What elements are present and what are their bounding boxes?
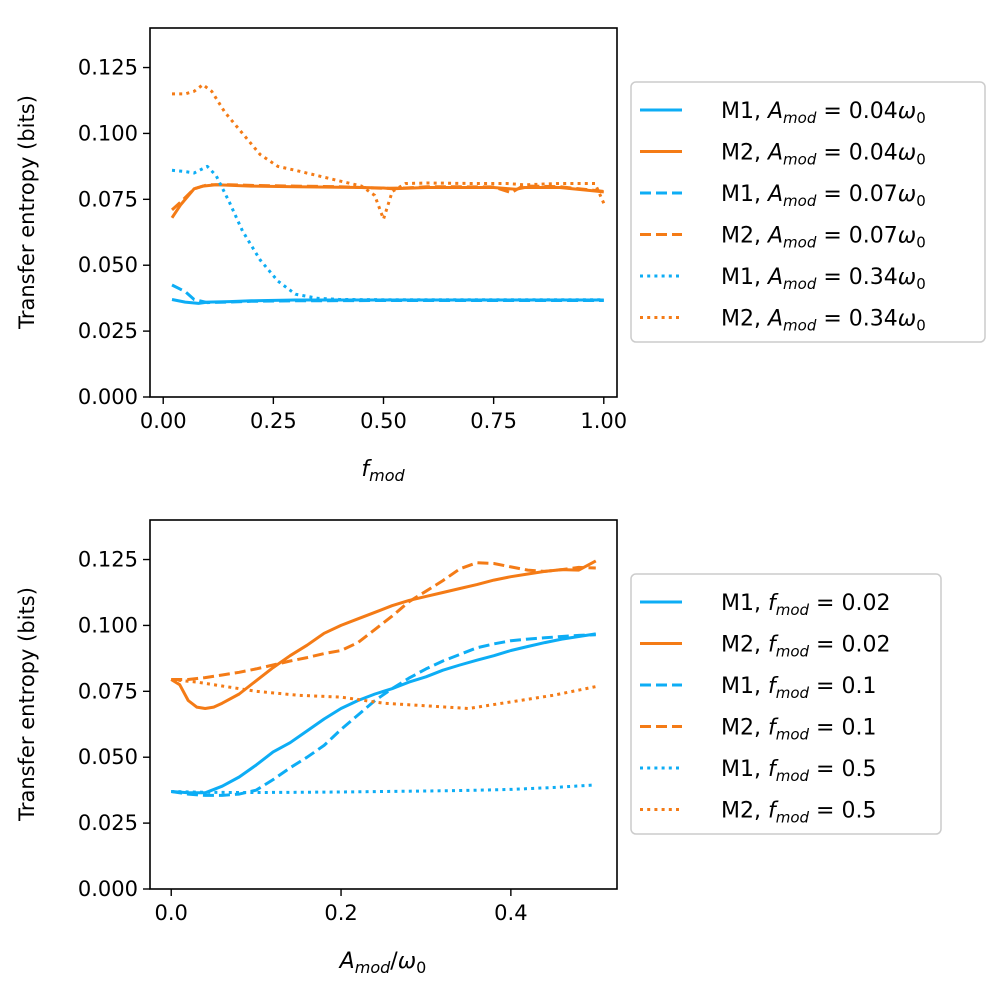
- bottom-y-tick-label: 0.025: [78, 811, 138, 835]
- top-y-tick-label: 0.000: [78, 385, 138, 409]
- top-y-tick-label: 0.100: [78, 121, 138, 145]
- top-legend-entry: M1, Amod = 0.04ω0: [640, 99, 926, 127]
- bottom-legend-frame: [630, 573, 942, 835]
- top-axis-ticks: 0.00 0.25 0.50 0.75 1.00 0.000 0.025 0.050 0.075…: [78, 56, 627, 433]
- top-legend-entry: M1, Amod = 0.07ω0: [640, 182, 926, 210]
- top-x-axis-label: fmod: [361, 457, 405, 485]
- top-series-m2-solid: [170, 183, 604, 219]
- bottom-legend: M1, fmod = 0.02 M2, fmod = 0.02 M1, fmod =…: [630, 573, 942, 835]
- top-legend: M1, Amod = 0.04ω0 M2, Amod = 0.04ω0 M1, Am…: [630, 81, 986, 343]
- bottom-series-m2-dashed: [171, 561, 596, 681]
- bottom-legend-label: M1, fmod = 0.02: [721, 591, 890, 619]
- top-series-m2-dashed: [170, 183, 604, 212]
- top-legend-entry: M1, Amod = 0.34ω0: [640, 265, 926, 293]
- top-series-m2-dotted: [172, 83, 606, 221]
- top-y-tick-label: 0.125: [78, 56, 138, 80]
- top-legend-label: M1, Amod = 0.04ω0: [721, 99, 926, 127]
- top-y-tick-label: 0.075: [78, 187, 138, 211]
- top-x-tick-label: 0.50: [360, 409, 407, 433]
- top-legend-label: M2, Amod = 0.04ω0: [721, 141, 926, 169]
- top-y-tick-label: 0.025: [78, 319, 138, 343]
- top-axes-frame: [149, 27, 618, 398]
- top-series-m1-dashed: [171, 283, 604, 305]
- bottom-legend-label: M2, fmod = 0.1: [721, 716, 876, 744]
- bottom-y-axis-label: Transfer entropy (bits): [15, 587, 39, 822]
- top-legend-label: M1, Amod = 0.07ω0: [721, 182, 926, 210]
- top-panel: 0.00 0.25 0.50 0.75 1.00 0.000 0.025 0.050 0.075…: [15, 27, 986, 485]
- top-legend-label: M2, Amod = 0.07ω0: [721, 224, 926, 252]
- top-legend-entry: M2, Amod = 0.34ω0: [640, 307, 926, 335]
- top-x-tick-label: 0.00: [140, 409, 187, 433]
- bottom-legend-entry: M2, fmod = 0.02: [640, 633, 890, 661]
- bottom-axis-ticks: 0.0 0.2 0.4 0.000 0.025 0.050 0.075 0.100 0.125: [78, 548, 528, 925]
- top-x-tick-label: 0.75: [470, 409, 517, 433]
- bottom-series-m2-solid: [170, 559, 597, 710]
- bottom-x-tick-label: 0.0: [155, 901, 188, 925]
- top-legend-frame: [630, 81, 986, 343]
- bottom-legend-label: M2, fmod = 0.02: [721, 633, 890, 661]
- bottom-legend-entry: M1, fmod = 0.5: [640, 757, 876, 785]
- top-legend-entry: M2, Amod = 0.07ω0: [640, 224, 926, 252]
- bottom-x-tick-label: 0.2: [324, 901, 357, 925]
- top-legend-entries: M1, Amod = 0.04ω0 M2, Amod = 0.04ω0 M1, Am…: [640, 99, 926, 335]
- top-x-tick-label: 1.00: [580, 409, 627, 433]
- bottom-y-tick-label: 0.050: [78, 745, 138, 769]
- bottom-axes-frame: [149, 519, 618, 890]
- top-y-axis-label: Transfer entropy (bits): [15, 95, 39, 330]
- bottom-y-tick-label: 0.075: [78, 679, 138, 703]
- bottom-series-m1-dotted: [171, 783, 596, 794]
- bottom-x-axis-label: Amod/ω0: [338, 949, 427, 977]
- bottom-legend-label: M1, fmod = 0.1: [721, 674, 876, 702]
- top-plot-lines: [170, 83, 606, 305]
- bottom-y-tick-label: 0.125: [78, 548, 138, 572]
- top-x-tick-label: 0.25: [250, 409, 297, 433]
- bottom-legend-entry: M1, fmod = 0.1: [640, 674, 876, 702]
- bottom-series-m1-solid: [171, 632, 597, 795]
- bottom-y-tick-label: 0.100: [78, 613, 138, 637]
- bottom-x-tick-label: 0.4: [494, 901, 527, 925]
- bottom-legend-label: M1, fmod = 0.5: [721, 757, 876, 785]
- top-series-m1-dotted: [171, 164, 604, 302]
- bottom-series-m1-dashed: [170, 633, 596, 797]
- top-legend-entry: M2, Amod = 0.04ω0: [640, 141, 926, 169]
- bottom-plot-lines: [170, 559, 597, 797]
- bottom-legend-entry: M2, fmod = 0.1: [640, 716, 876, 744]
- bottom-y-tick-label: 0.000: [78, 877, 138, 901]
- top-legend-label: M1, Amod = 0.34ω0: [721, 265, 926, 293]
- top-legend-label: M2, Amod = 0.34ω0: [721, 307, 926, 335]
- bottom-legend-entry: M2, fmod = 0.5: [640, 799, 876, 827]
- top-y-tick-label: 0.050: [78, 253, 138, 277]
- bottom-legend-entries: M1, fmod = 0.02 M2, fmod = 0.02 M1, fmod =…: [640, 591, 890, 827]
- bottom-legend-entry: M1, fmod = 0.02: [640, 591, 890, 619]
- bottom-panel: 0.0 0.2 0.40.0000.0250.0500.0750.1000.125 …: [15, 519, 942, 977]
- bottom-legend-label: M2, fmod = 0.5: [721, 799, 876, 827]
